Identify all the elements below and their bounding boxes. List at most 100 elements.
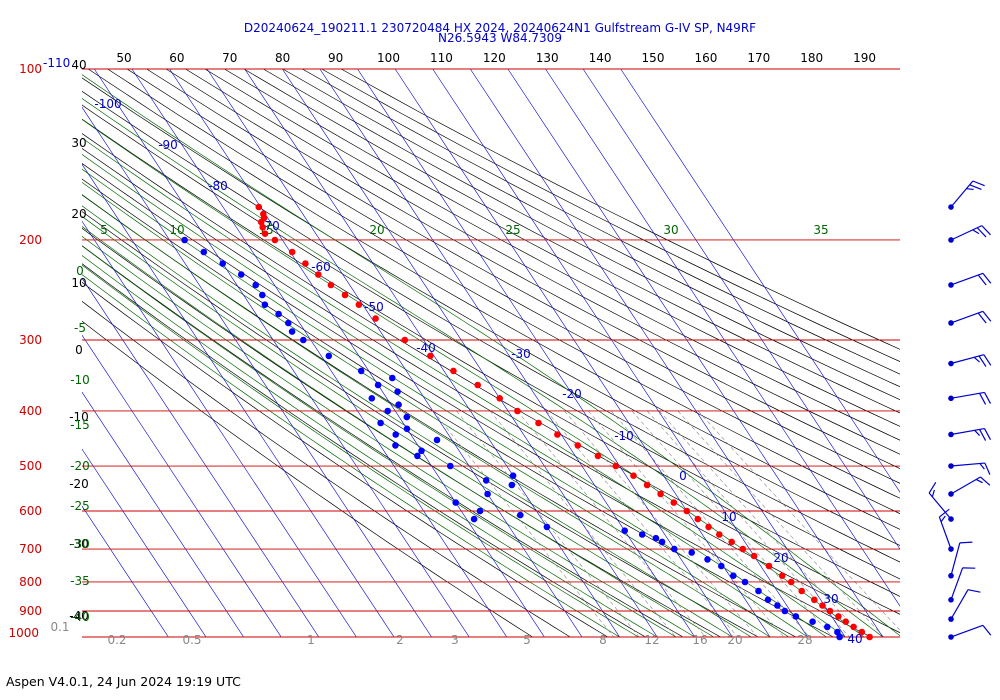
dewpoint-point (368, 395, 376, 402)
dry-adiabat-line (185, 68, 900, 455)
pressure-tick-label: 1000 (8, 626, 39, 640)
pressure-tick-label: 200 (19, 233, 42, 247)
dewpoint-point (809, 618, 816, 625)
dry-adiabat-line (243, 68, 900, 414)
dry-adiabat-line (263, 68, 900, 401)
mixing-ratio-label: 2 (396, 633, 404, 647)
altitude-tick-label: 40 (71, 58, 86, 72)
mixing-ratio-line (611, 410, 810, 638)
dry-adiabat-line (82, 90, 900, 563)
isotherm-label: -80 (208, 179, 228, 193)
moist-adiabat-label: -30 (70, 537, 90, 551)
mixing-ratio-label: 0.5 (182, 633, 201, 647)
wind-barb (948, 354, 992, 367)
isotherm-line (507, 68, 884, 638)
isotherm-line (582, 68, 900, 550)
moist-adiabat-line (82, 245, 677, 638)
isotherm-label: 10 (721, 510, 736, 524)
wind-barb-feather (931, 489, 935, 498)
moist-adiabat-label: -10 (70, 373, 90, 387)
dewpoint-point (543, 523, 551, 531)
dewpoint-point (414, 452, 421, 460)
moist-adiabat-line (82, 205, 752, 638)
isotherm-line (82, 334, 282, 638)
dewpoint-point (285, 319, 292, 327)
wind-barb-feather (940, 515, 946, 523)
altitude-tick-label: 20 (71, 207, 86, 221)
dewpoint-point (476, 507, 484, 515)
moist-adiabat-label: -35 (70, 574, 90, 588)
wind-barb-staff (928, 492, 952, 520)
isotherm-label: -10 (614, 429, 634, 443)
dry-adiabat-line (107, 68, 900, 515)
pressure-tick-label: 100 (19, 62, 42, 76)
isotherm-label: -100 (94, 97, 121, 111)
isotherm-line (206, 68, 583, 638)
top-axis-label: 50 (116, 51, 131, 65)
dewpoint-point (834, 628, 841, 636)
temperature-point (778, 572, 786, 579)
moist-adiabat-label: -25 (70, 499, 90, 513)
dewpoint-point (484, 490, 491, 498)
dewpoint-point (482, 477, 490, 484)
dewpoint-point (237, 271, 245, 278)
wind-barb (928, 481, 954, 522)
wind-barb-feather (982, 272, 992, 284)
dewpoint-point (259, 291, 266, 299)
dry-adiabat-line (341, 68, 900, 350)
dewpoint-point (774, 602, 781, 609)
dry-adiabat-line (82, 227, 721, 638)
temperature-point (327, 281, 335, 289)
dry-adiabat-line (82, 300, 571, 638)
mixing-ratio-label: 3 (451, 633, 459, 647)
wind-barb-feather (928, 481, 937, 494)
dry-adiabat-line (82, 178, 834, 638)
temperature-point (835, 613, 842, 620)
dewpoint-point (517, 511, 524, 519)
wind-barb-feather (973, 356, 980, 363)
wind-barb-feather (938, 508, 950, 518)
chart-title: D20240624_190211.1 230720484 HX 2024, 20… (243, 21, 757, 35)
dewpoint-point (718, 562, 725, 570)
isotherm-label: 20 (773, 551, 788, 565)
wind-barb-staff (950, 272, 984, 286)
chart-subtitle: N26.5943 W84.7309 (438, 31, 562, 45)
wind-barb-feather (979, 392, 987, 405)
moist-adiabat-label: 10 (169, 223, 184, 237)
temperature-point (372, 315, 379, 322)
moist-adiabat-line (82, 119, 865, 638)
temperature-point (271, 236, 279, 244)
dewpoint-profile (181, 236, 843, 641)
wind-barb-feather (966, 188, 974, 191)
wind-barb-station-dot (948, 491, 954, 497)
isotherm-line (82, 106, 432, 638)
moist-adiabat-line (82, 215, 733, 638)
temperature-point (811, 596, 818, 604)
altitude-tick-label: 30 (71, 136, 86, 150)
temperature-point (474, 381, 482, 389)
isotherm-line (82, 220, 357, 638)
mixing-ratio-label: 12 (644, 633, 659, 647)
wind-barb-feather (983, 354, 992, 366)
dry-adiabat-line (321, 68, 900, 362)
wind-barb-feather (978, 355, 987, 367)
wind-barb-feather (976, 227, 987, 238)
top-axis-label: 190 (853, 51, 876, 65)
moist-adiabat-line (82, 226, 714, 638)
wind-barb-feather (979, 463, 985, 470)
wind-barb-column (928, 180, 992, 640)
moist-adiabat-label: 30 (663, 223, 678, 237)
moist-adiabat-label: 5 (100, 223, 108, 237)
wind-barb (948, 541, 973, 579)
wind-barb-staff (950, 180, 974, 208)
wind-barb-feather (975, 478, 983, 484)
temperature-point (288, 248, 296, 256)
temperature-point (683, 507, 691, 515)
moist-adiabat-label: 20 (369, 223, 384, 237)
wind-barb-staff (950, 567, 964, 601)
wind-barb-staff (950, 354, 984, 365)
top-axis-label: 130 (536, 51, 559, 65)
isotherm-label: -50 (364, 300, 384, 314)
wind-barb-staff (950, 462, 985, 467)
temperature-point (728, 538, 735, 546)
